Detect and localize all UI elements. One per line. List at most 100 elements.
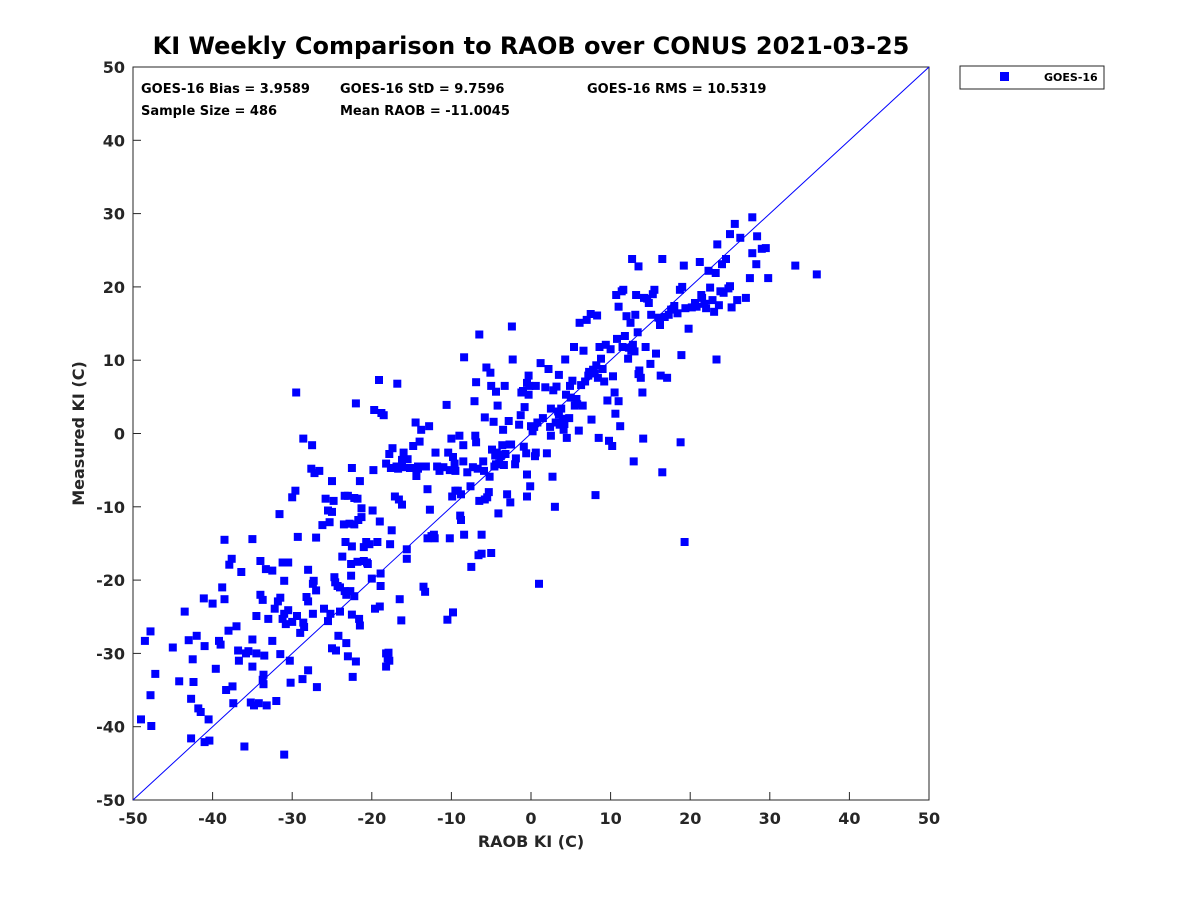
data-point xyxy=(355,614,364,623)
data-point xyxy=(430,534,439,543)
data-point xyxy=(278,614,287,623)
data-point xyxy=(237,568,246,576)
data-point xyxy=(684,324,693,333)
data-point xyxy=(459,441,468,450)
data-point xyxy=(347,560,356,568)
data-point xyxy=(304,565,313,574)
data-point xyxy=(371,604,379,613)
data-point xyxy=(398,500,406,509)
data-point xyxy=(180,607,189,616)
data-point xyxy=(338,552,347,561)
data-point xyxy=(355,477,364,486)
data-point xyxy=(477,530,486,539)
data-point xyxy=(470,397,479,406)
data-point xyxy=(375,517,384,526)
y-axis-label: Measured KI (C) xyxy=(69,361,88,506)
data-point xyxy=(524,371,533,380)
data-point xyxy=(712,355,721,364)
data-point xyxy=(398,463,406,472)
data-point xyxy=(406,464,414,472)
data-point xyxy=(726,230,734,239)
data-point xyxy=(630,347,639,356)
data-point xyxy=(367,574,376,583)
data-point xyxy=(248,662,257,671)
data-point xyxy=(442,400,451,409)
data-point xyxy=(325,518,334,527)
data-point xyxy=(752,260,761,269)
data-point xyxy=(635,366,644,375)
data-point xyxy=(423,485,432,494)
data-point xyxy=(609,372,617,381)
data-point xyxy=(175,677,184,686)
data-point xyxy=(375,376,383,384)
data-point xyxy=(147,722,156,730)
data-point xyxy=(433,462,442,471)
y-tick-label: 0 xyxy=(114,425,125,444)
data-point xyxy=(582,315,591,324)
data-point xyxy=(278,558,287,567)
data-point xyxy=(572,395,581,403)
data-point xyxy=(268,636,277,645)
x-tick-label: -10 xyxy=(437,809,466,828)
data-point xyxy=(479,457,488,466)
data-point xyxy=(417,425,426,434)
data-point xyxy=(421,587,430,596)
data-point xyxy=(619,285,628,294)
x-tick-label: 40 xyxy=(838,809,860,828)
data-point xyxy=(610,388,619,397)
data-point xyxy=(204,715,213,724)
data-point xyxy=(445,534,454,543)
data-point xyxy=(399,448,408,457)
data-point xyxy=(503,490,512,499)
data-point xyxy=(228,682,237,691)
data-point xyxy=(812,270,821,279)
data-point xyxy=(487,381,496,390)
data-point xyxy=(387,526,396,535)
data-point xyxy=(695,258,704,266)
data-point xyxy=(603,396,612,405)
data-point xyxy=(718,260,726,269)
data-point xyxy=(467,562,476,571)
chart-title: KI Weekly Comparison to RAOB over CONUS … xyxy=(153,32,910,60)
data-point xyxy=(168,643,177,652)
data-point xyxy=(560,420,569,428)
data-point xyxy=(608,442,617,450)
data-point xyxy=(708,296,717,305)
data-point xyxy=(292,388,301,397)
data-point xyxy=(280,750,289,759)
legend: GOES-16 xyxy=(959,65,1105,90)
data-point xyxy=(647,310,656,319)
data-point xyxy=(184,636,193,645)
data-point xyxy=(248,635,257,644)
data-point xyxy=(443,615,452,624)
data-point xyxy=(698,293,707,302)
data-point xyxy=(508,355,517,364)
data-point xyxy=(486,368,495,377)
data-point xyxy=(679,261,688,270)
data-point xyxy=(579,346,588,355)
data-point xyxy=(492,387,500,396)
data-point xyxy=(726,282,734,291)
data-point xyxy=(550,502,559,511)
data-point xyxy=(140,636,149,645)
data-point xyxy=(692,302,701,311)
data-point xyxy=(304,666,313,675)
data-point xyxy=(398,455,406,464)
data-point xyxy=(722,255,730,263)
data-point xyxy=(764,274,773,283)
data-point xyxy=(641,343,650,351)
data-point xyxy=(252,612,261,620)
x-axis: -50 -40 -30 -20 -10 0 10 20 30 40 50 xyxy=(119,792,940,828)
data-point xyxy=(188,655,197,664)
data-point xyxy=(634,262,643,271)
data-point xyxy=(488,445,496,454)
data-point xyxy=(614,302,623,311)
data-point xyxy=(320,604,328,613)
data-point xyxy=(205,736,214,745)
x-tick-label: 50 xyxy=(918,809,940,828)
data-point xyxy=(530,422,539,431)
data-point xyxy=(312,683,321,692)
data-point xyxy=(268,566,277,575)
data-point xyxy=(447,434,456,443)
data-point xyxy=(566,393,575,402)
